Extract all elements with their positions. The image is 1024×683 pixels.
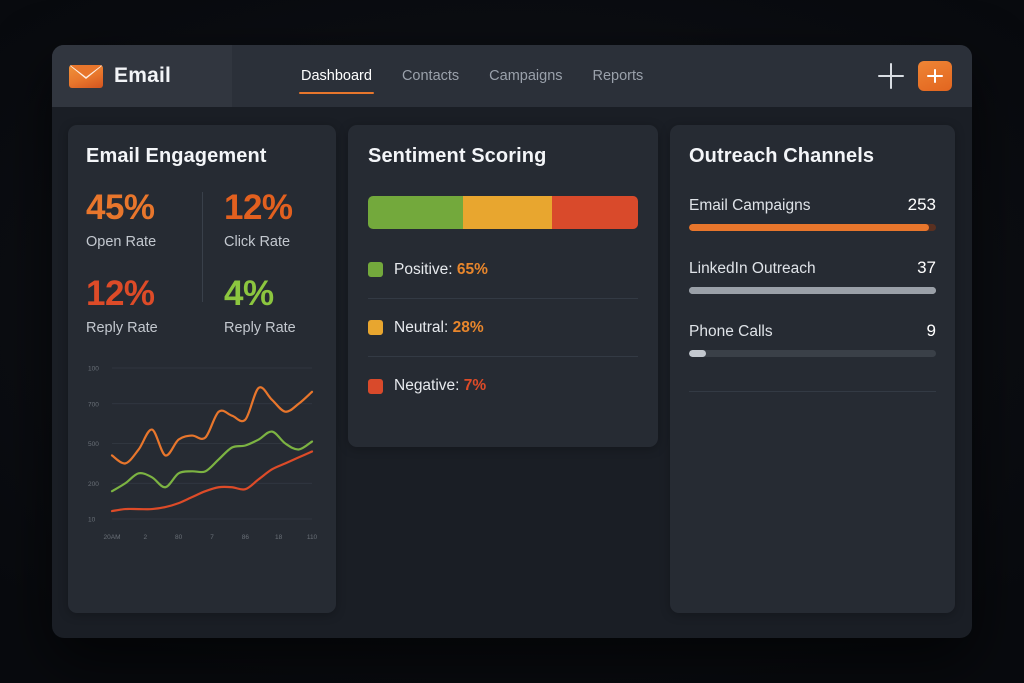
svg-text:2: 2 [144, 534, 148, 541]
legend-swatch-icon [368, 262, 383, 277]
nav-label: Reports [592, 68, 644, 84]
legend-text: Negative: 7% [394, 377, 486, 395]
legend-value: 28% [452, 318, 484, 336]
engagement-line-chart: 100 700 500 200 10 20AM 2 80 7 86 18 110 [86, 360, 318, 545]
brand-label: Email [114, 64, 172, 87]
channel-count: 37 [917, 258, 936, 277]
nav-item-dashboard[interactable]: Dashboard [299, 45, 374, 107]
sentiment-bar [368, 196, 638, 229]
svg-text:18: 18 [275, 534, 283, 541]
metric-value: 12% [86, 273, 155, 313]
legend-swatch-icon [368, 378, 383, 394]
metric-label: Reply Rate [224, 319, 296, 336]
svg-text:200: 200 [88, 480, 99, 487]
app-window: Email Dashboard Contacts Campaigns Repor… [52, 45, 972, 638]
svg-text:86: 86 [242, 534, 250, 541]
card-title: Email Engagement [86, 145, 267, 167]
metric-value: 12% [224, 188, 293, 227]
svg-text:7: 7 [210, 534, 214, 541]
sentiment-segment-neutral [462, 196, 552, 229]
svg-text:700: 700 [88, 401, 99, 408]
svg-text:500: 500 [88, 441, 99, 448]
envelope-icon [69, 64, 103, 88]
sentiment-legend: Positive: 65% Neutral: 28% Negative: 7 [368, 241, 638, 415]
nav-label: Campaigns [489, 68, 563, 84]
section-divider [689, 391, 936, 392]
channel-header: LinkedIn Outreach 37 [689, 258, 936, 278]
legend-item-neutral: Neutral: 28% [368, 299, 638, 357]
sentiment-scoring-card: Sentiment Scoring Positive: 65% Ne [348, 125, 658, 447]
app-header: Email Dashboard Contacts Campaigns Repor… [52, 45, 972, 107]
main-nav: Dashboard Contacts Campaigns Reports [299, 45, 644, 107]
add-icon[interactable] [878, 63, 904, 89]
metric-label: Click Rate [224, 233, 291, 250]
legend-value: 65% [456, 260, 488, 278]
nav-item-reports[interactable]: Reports [593, 45, 644, 107]
svg-text:80: 80 [175, 534, 183, 541]
channel-count: 9 [926, 321, 936, 340]
legend-item-positive: Positive: 65% [368, 241, 638, 299]
channel-progress-fill [689, 350, 707, 357]
channel-name: Phone Calls [689, 323, 773, 340]
svg-text:100: 100 [88, 365, 99, 372]
nav-item-campaigns[interactable]: Campaigns [489, 45, 562, 107]
svg-text:20AM: 20AM [104, 534, 121, 541]
metric-open-rate: 45% Open Rate [86, 188, 202, 250]
channel-header: Phone Calls 9 [689, 321, 936, 341]
sentiment-segment-negative [551, 196, 638, 229]
metric-value: 4% [224, 273, 274, 313]
legend-value: 7% [463, 377, 487, 394]
channel-name: Email Campaigns [689, 197, 811, 214]
legend-text: Neutral: 28% [394, 319, 484, 337]
legend-swatch-icon [368, 320, 383, 335]
sentiment-segment-positive [368, 196, 463, 229]
legend-label: Negative: [394, 377, 460, 394]
metric-reply-rate-1: 12% Reply Rate [86, 273, 202, 336]
header-actions [878, 61, 972, 91]
metric-value: 45% [86, 188, 155, 227]
dashboard-body: Email Engagement 45% Open Rate 12% Click… [52, 107, 972, 638]
email-engagement-card: Email Engagement 45% Open Rate 12% Click… [68, 125, 336, 613]
channel-header: Email Campaigns 253 [689, 195, 936, 215]
line-chart-svg: 100 700 500 200 10 20AM 2 80 7 86 18 110 [88, 365, 318, 541]
channel-progress-track [689, 350, 936, 357]
add-button[interactable] [918, 61, 952, 91]
svg-text:110: 110 [307, 534, 318, 541]
legend-text: Positive: 65% [394, 261, 488, 279]
outreach-channels-card: Outreach Channels Email Campaigns 253 Li… [670, 125, 955, 613]
channel-progress-track [689, 287, 936, 294]
metric-label: Open Rate [86, 233, 157, 250]
metric-label: Reply Rate [86, 319, 158, 336]
legend-item-negative: Negative: 7% [368, 357, 638, 415]
channel-progress-fill [689, 287, 936, 294]
metrics-grid: 45% Open Rate 12% Click Rate 12% Reply R… [86, 188, 318, 336]
channel-progress-fill [689, 224, 929, 231]
svg-text:10: 10 [88, 516, 96, 523]
channel-linkedin-outreach: LinkedIn Outreach 37 [689, 258, 936, 294]
nav-item-contacts[interactable]: Contacts [402, 45, 459, 107]
metric-reply-rate-2: 4% Reply Rate [202, 273, 318, 336]
channel-count: 253 [907, 195, 936, 214]
channel-phone-calls: Phone Calls 9 [689, 321, 936, 357]
card-title: Sentiment Scoring [368, 145, 547, 167]
metric-click-rate: 12% Click Rate [202, 188, 318, 250]
nav-label: Dashboard [301, 68, 372, 84]
legend-label: Positive: [394, 260, 453, 278]
legend-label: Neutral: [394, 318, 449, 336]
card-title: Outreach Channels [689, 145, 875, 167]
nav-label: Contacts [401, 68, 460, 84]
channel-name: LinkedIn Outreach [689, 260, 816, 277]
brand-area[interactable]: Email [52, 45, 232, 107]
channel-email-campaigns: Email Campaigns 253 [689, 195, 936, 231]
channel-progress-track [689, 224, 936, 231]
